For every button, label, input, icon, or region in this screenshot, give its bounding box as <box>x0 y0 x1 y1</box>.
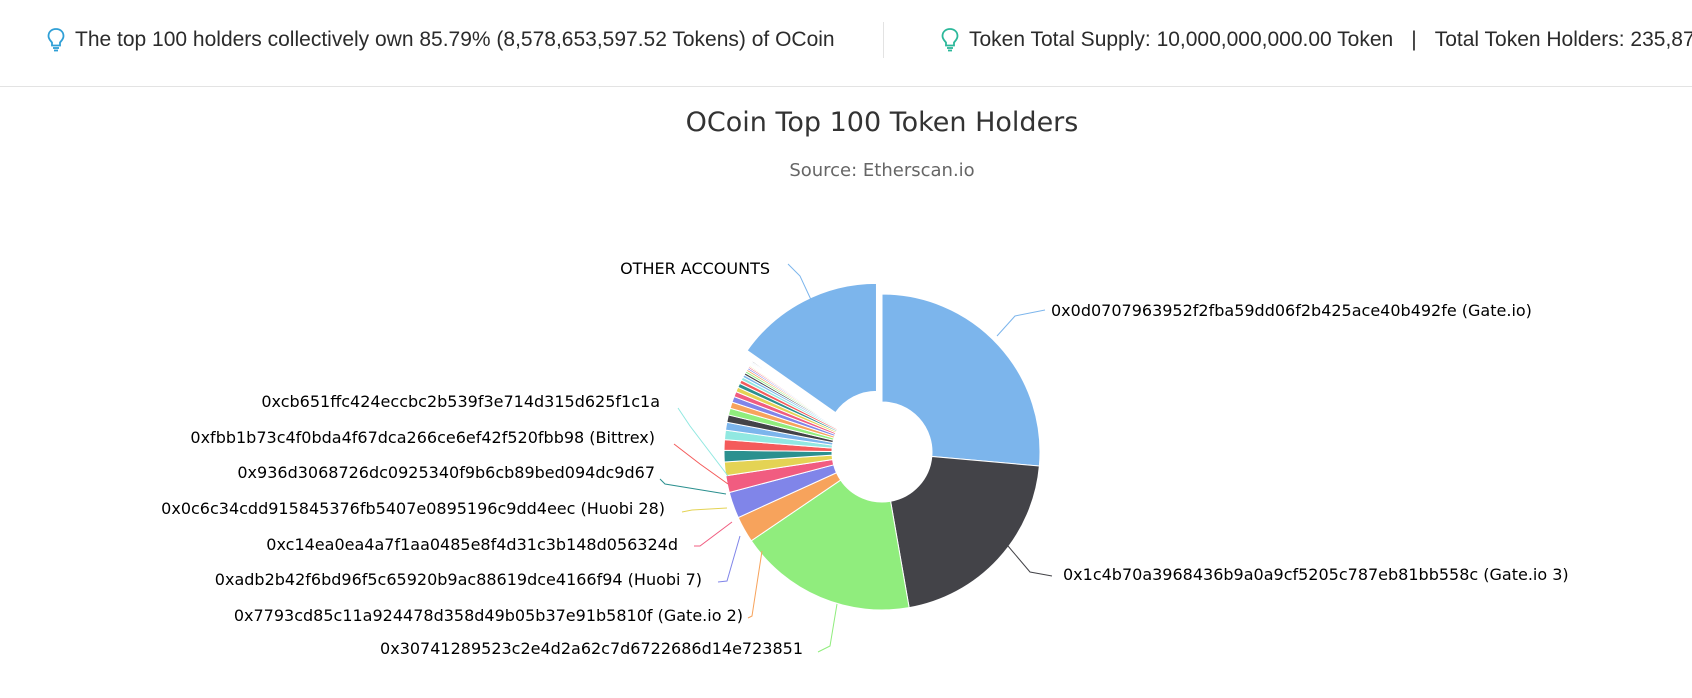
pie-slice[interactable] <box>750 479 910 611</box>
label-connector <box>694 521 733 547</box>
info-bar: The top 100 holders collectively own 85.… <box>0 0 1692 87</box>
data-label: 0x7793cd85c11a924478d358d49b05b37e91b581… <box>234 606 743 625</box>
data-label: 0x30741289523c2e4d2a62c7d6722686d14e7238… <box>380 639 803 658</box>
label-connector <box>747 550 763 619</box>
label-connector <box>681 507 728 513</box>
pie-slice[interactable] <box>890 455 1040 609</box>
label-connector <box>659 478 727 495</box>
label-connector <box>817 603 838 653</box>
pie-slices <box>723 282 1041 611</box>
label-connector <box>717 535 741 583</box>
data-label: 0xfbb1b73c4f0bda4f67dca266ce6ef42f520fbb… <box>190 428 655 447</box>
pie-slice[interactable] <box>746 282 877 414</box>
info-divider <box>883 22 884 58</box>
lightbulb-icon <box>940 27 960 53</box>
label-connector <box>996 309 1046 337</box>
top-holders-text: The top 100 holders collectively own 85.… <box>75 28 835 51</box>
lightbulb-icon <box>46 27 66 53</box>
supply-info: Token Total Supply: 10,000,000,000.00 To… <box>940 27 1692 53</box>
data-label: 0x0d0707963952f2fba59dd06f2b425ace40b492… <box>1051 301 1532 320</box>
pie-slice[interactable] <box>751 360 842 425</box>
label-connector <box>677 407 729 477</box>
info-separator: | <box>1411 28 1417 51</box>
label-connector <box>787 263 814 305</box>
holders-pie-chart: OCoin Top 100 Token Holders Source: Ethe… <box>161 107 1568 658</box>
pie-slice[interactable] <box>881 293 1041 467</box>
data-label: 0xc14ea0ea4a7f1aa0485e8f4d31c3b148d05632… <box>266 535 678 554</box>
data-labels: 0x0d0707963952f2fba59dd06f2b425ace40b492… <box>161 259 1568 658</box>
label-connector <box>1007 545 1053 577</box>
chart-subtitle: Source: Etherscan.io <box>789 160 974 181</box>
data-label: 0xadb2b42f6bd96f5c65920b9ac88619dce4166f… <box>215 570 702 589</box>
label-connector <box>673 443 729 485</box>
total-supply-text: Token Total Supply: 10,000,000,000.00 To… <box>969 28 1394 51</box>
total-holders-text: Total Token Holders: 235,87 <box>1434 28 1692 51</box>
data-label: 0xcb651ffc424eccbc2b539f3e714d315d625f1c… <box>261 392 660 411</box>
top-holders-info: The top 100 holders collectively own 85.… <box>46 27 835 53</box>
data-label: 0x1c4b70a3968436b9a0a9cf5205c787eb81bb55… <box>1063 565 1569 584</box>
data-label: 0x0c6c34cdd915845376fb5407e0895196c9dd4e… <box>161 499 665 518</box>
data-label-other-accounts: OTHER ACCOUNTS <box>620 259 770 278</box>
data-label-connectors <box>659 263 1053 653</box>
chart-title: OCoin Top 100 Token Holders <box>686 107 1079 138</box>
data-label: 0x936d3068726dc0925340f9b6cb89bed094dc9d… <box>237 463 655 482</box>
